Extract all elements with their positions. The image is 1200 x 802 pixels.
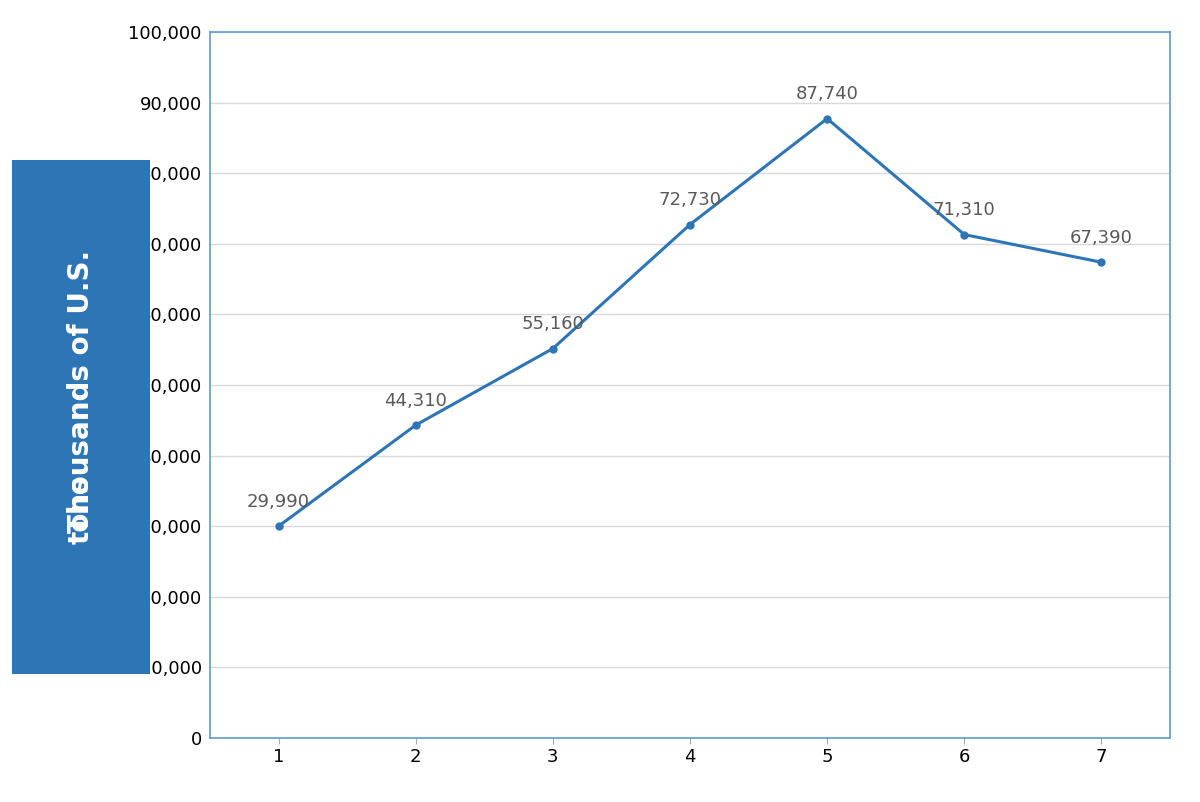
Text: 55,160: 55,160 (522, 315, 584, 333)
Text: 67,390: 67,390 (1070, 229, 1133, 247)
Text: 72,730: 72,730 (659, 191, 721, 209)
Text: tons: tons (67, 475, 95, 544)
Text: 71,310: 71,310 (932, 201, 996, 219)
Text: 44,310: 44,310 (384, 391, 448, 410)
Text: 87,740: 87,740 (796, 85, 858, 103)
Text: 29,990: 29,990 (247, 492, 310, 511)
Text: Thousands of U.S.: Thousands of U.S. (67, 249, 95, 533)
